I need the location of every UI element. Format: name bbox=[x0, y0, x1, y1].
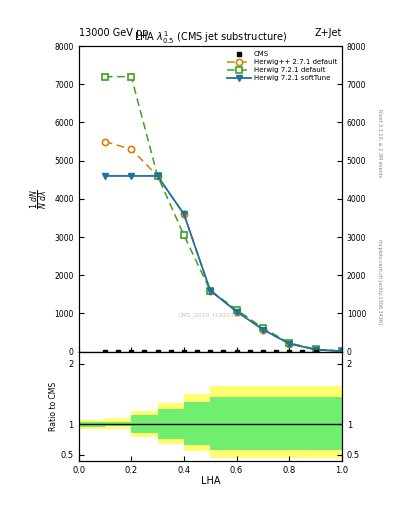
Herwig++ 2.7.1 default bbox=[155, 173, 160, 179]
Herwig 7.2.1 default bbox=[182, 232, 186, 238]
Herwig 7.2.1 default bbox=[287, 340, 292, 346]
CMS bbox=[168, 349, 173, 355]
Title: LHA $\lambda^{1}_{0.5}$ (CMS jet substructure): LHA $\lambda^{1}_{0.5}$ (CMS jet substru… bbox=[134, 29, 287, 46]
Herwig 7.2.1 default bbox=[208, 287, 213, 293]
Legend: CMS, Herwig++ 2.7.1 default, Herwig 7.2.1 default, Herwig 7.2.1 softTune: CMS, Herwig++ 2.7.1 default, Herwig 7.2.… bbox=[225, 50, 338, 82]
Herwig 7.2.1 softTune bbox=[313, 347, 318, 353]
Text: 13000 GeV pp: 13000 GeV pp bbox=[79, 28, 148, 38]
Herwig++ 2.7.1 default bbox=[103, 139, 107, 145]
Herwig++ 2.7.1 default bbox=[313, 347, 318, 353]
Text: Rivet 3.1.10, ≥ 2.3M events: Rivet 3.1.10, ≥ 2.3M events bbox=[377, 109, 382, 178]
CMS bbox=[261, 349, 265, 355]
Herwig 7.2.1 softTune bbox=[287, 340, 292, 347]
CMS bbox=[142, 349, 147, 355]
Herwig 7.2.1 softTune bbox=[129, 173, 134, 179]
CMS bbox=[300, 349, 305, 355]
CMS bbox=[234, 349, 239, 355]
Herwig 7.2.1 default bbox=[340, 348, 344, 354]
Herwig++ 2.7.1 default bbox=[129, 146, 134, 152]
CMS bbox=[221, 349, 226, 355]
Text: mcplots.cern.ch [arXiv:1306.3436]: mcplots.cern.ch [arXiv:1306.3436] bbox=[377, 239, 382, 324]
Herwig 7.2.1 default bbox=[155, 173, 160, 179]
Herwig 7.2.1 default bbox=[129, 74, 134, 80]
Y-axis label: Ratio to CMS: Ratio to CMS bbox=[49, 381, 58, 431]
Herwig++ 2.7.1 default bbox=[208, 287, 213, 293]
Herwig 7.2.1 softTune bbox=[182, 211, 186, 217]
Herwig++ 2.7.1 default bbox=[287, 340, 292, 347]
Herwig 7.2.1 softTune bbox=[340, 348, 344, 354]
Text: Z+Jet: Z+Jet bbox=[314, 28, 342, 38]
Text: CMS_2019_I1920187: CMS_2019_I1920187 bbox=[178, 312, 243, 318]
Herwig 7.2.1 softTune bbox=[261, 327, 265, 333]
CMS bbox=[103, 349, 107, 355]
Herwig++ 2.7.1 default bbox=[234, 309, 239, 315]
CMS bbox=[248, 349, 252, 355]
Herwig 7.2.1 default bbox=[234, 307, 239, 313]
CMS bbox=[313, 349, 318, 355]
Herwig 7.2.1 default bbox=[261, 325, 265, 331]
CMS bbox=[155, 349, 160, 355]
Herwig 7.2.1 softTune bbox=[155, 173, 160, 179]
Herwig++ 2.7.1 default bbox=[261, 327, 265, 333]
Herwig 7.2.1 softTune bbox=[234, 309, 239, 315]
Line: Herwig 7.2.1 default: Herwig 7.2.1 default bbox=[102, 74, 345, 354]
X-axis label: LHA: LHA bbox=[200, 476, 220, 486]
Herwig++ 2.7.1 default bbox=[182, 211, 186, 217]
Herwig++ 2.7.1 default bbox=[340, 348, 344, 354]
Herwig 7.2.1 softTune bbox=[208, 287, 213, 293]
CMS bbox=[182, 349, 186, 355]
Herwig 7.2.1 default bbox=[313, 346, 318, 352]
CMS bbox=[208, 349, 213, 355]
Herwig 7.2.1 softTune bbox=[103, 173, 107, 179]
CMS bbox=[195, 349, 200, 355]
CMS bbox=[287, 349, 292, 355]
Line: CMS: CMS bbox=[103, 349, 318, 354]
CMS bbox=[274, 349, 278, 355]
Herwig 7.2.1 default bbox=[103, 74, 107, 80]
Line: Herwig 7.2.1 softTune: Herwig 7.2.1 softTune bbox=[101, 173, 345, 355]
CMS bbox=[129, 349, 134, 355]
Y-axis label: $\frac{1}{N}\frac{dN}{d\lambda}$: $\frac{1}{N}\frac{dN}{d\lambda}$ bbox=[29, 189, 50, 209]
Line: Herwig++ 2.7.1 default: Herwig++ 2.7.1 default bbox=[102, 138, 345, 354]
CMS bbox=[116, 349, 120, 355]
